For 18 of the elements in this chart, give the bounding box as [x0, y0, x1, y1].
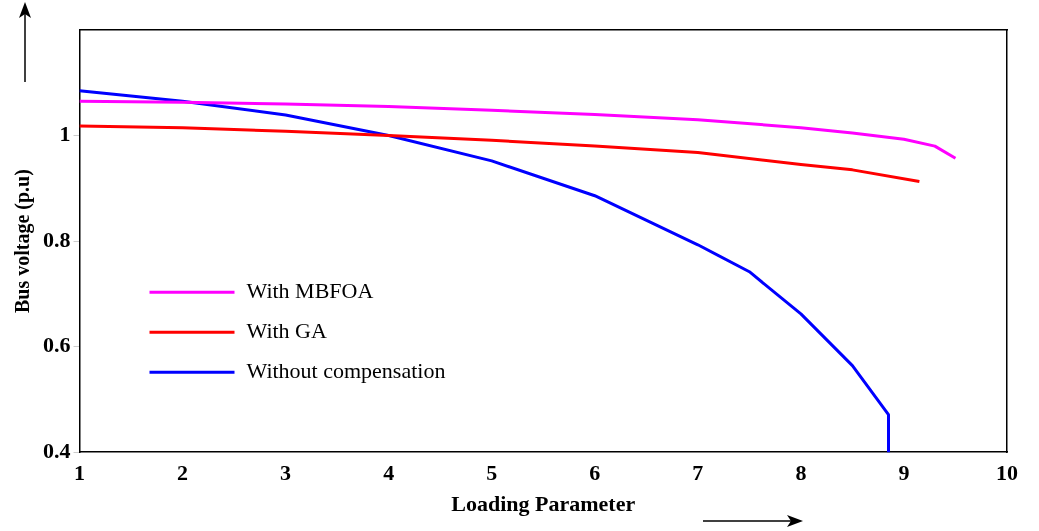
x-tick-label: 7 [692, 460, 704, 486]
legend-label: With MBFOA [246, 277, 374, 303]
legend-label: Without compensation [246, 357, 446, 383]
y-tick-label: 0.8 [43, 226, 71, 252]
x-tick-label: 2 [177, 460, 189, 486]
x-tick-label: 9 [898, 460, 910, 486]
x-tick-label: 4 [383, 460, 395, 486]
legend-label: With GA [246, 317, 327, 343]
x-tick-label: 10 [996, 460, 1018, 486]
x-tick-label: 3 [280, 460, 292, 486]
y-tick-label: 1 [59, 121, 71, 147]
x-tick-label: 6 [589, 460, 601, 486]
x-tick-label: 5 [486, 460, 498, 486]
x-axis-title: Loading Parameter [451, 491, 636, 517]
y-tick-label: 0.6 [43, 332, 71, 358]
y-axis-title: Bus voltage (p.u) [11, 169, 35, 314]
y-tick-label: 0.4 [43, 437, 71, 463]
x-tick-label: 8 [795, 460, 807, 486]
